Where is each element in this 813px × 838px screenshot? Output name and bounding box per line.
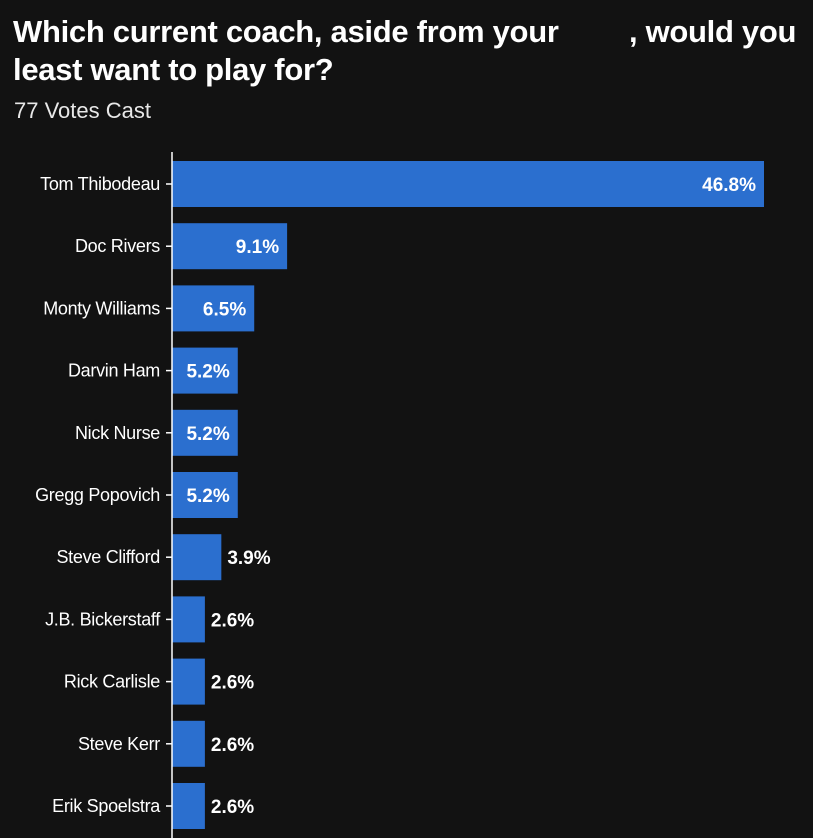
category-label: Rick Carlisle	[64, 672, 160, 692]
value-label: 2.6%	[211, 735, 254, 756]
bar	[172, 720, 205, 767]
chart-subtitle: 77 Votes Cast	[14, 98, 151, 123]
value-label: 2.6%	[211, 797, 254, 818]
category-label: Doc Rivers	[75, 236, 160, 256]
bar	[172, 783, 205, 829]
value-label: 5.2%	[186, 486, 229, 507]
category-label: Steve Kerr	[78, 734, 160, 754]
value-label: 46.8%	[702, 175, 756, 196]
value-label: 3.9%	[227, 548, 270, 569]
bar	[172, 409, 238, 456]
bar	[172, 223, 288, 270]
category-label: Nick Nurse	[75, 423, 160, 443]
value-label: 6.5%	[203, 299, 246, 320]
title-part-1: Which current coach, aside from your	[13, 14, 559, 49]
category-label: Erik Spoelstra	[52, 796, 161, 816]
value-label: 2.6%	[211, 610, 254, 631]
category-label: Tom Thibodeau	[40, 174, 160, 194]
bar	[172, 472, 238, 518]
bar	[172, 534, 222, 581]
category-label: J.B. Bickerstaff	[45, 609, 161, 629]
bar	[172, 285, 255, 332]
category-label: Gregg Popovich	[35, 485, 160, 505]
bar	[172, 161, 764, 207]
category-label: Darvin Ham	[68, 361, 160, 381]
bar	[172, 347, 238, 394]
bar	[172, 596, 205, 643]
value-label: 9.1%	[236, 237, 279, 258]
value-label: 2.6%	[211, 673, 254, 694]
bar	[172, 658, 205, 705]
chart-title: Which current coach, aside from your , w…	[13, 13, 803, 89]
category-label: Steve Clifford	[56, 547, 160, 567]
category-label: Monty Williams	[43, 298, 160, 318]
value-label: 5.2%	[186, 424, 229, 445]
value-label: 5.2%	[186, 362, 229, 383]
title-part-2: , would you least want to play for?	[13, 14, 797, 87]
